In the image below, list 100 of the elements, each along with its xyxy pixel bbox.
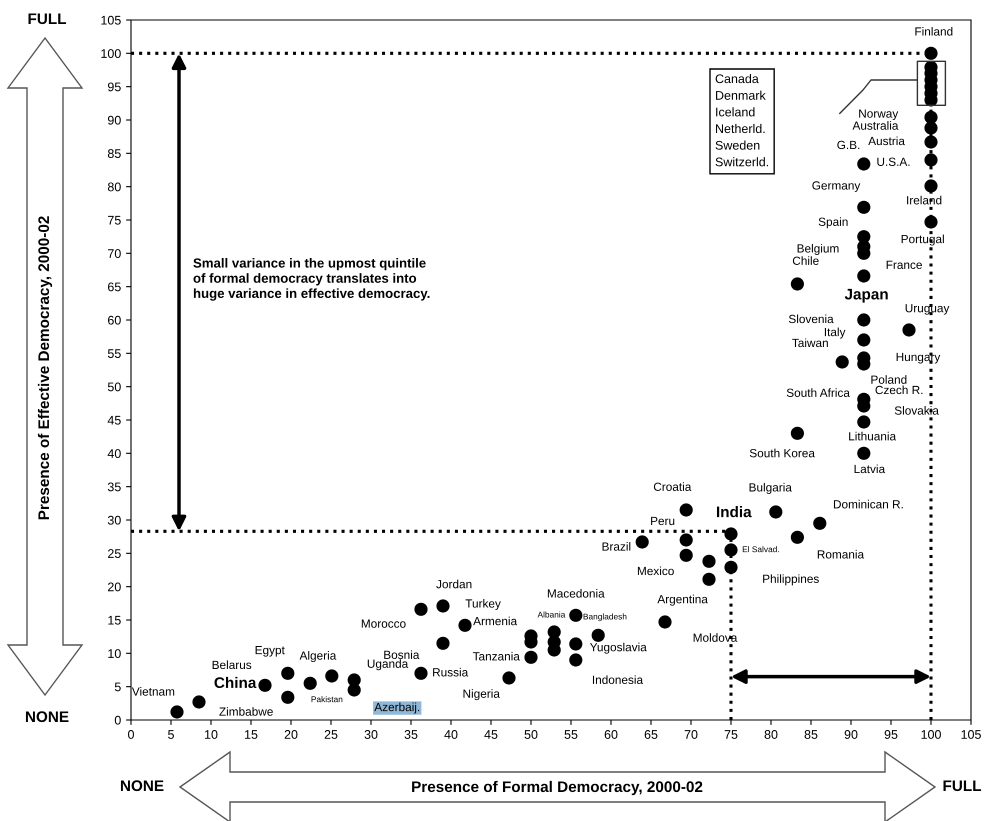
x-tick-label: 75 <box>724 730 738 739</box>
annotation: U.S.A. <box>877 158 910 166</box>
annotation: Russia <box>433 668 468 676</box>
annotation: Lithuania <box>849 432 896 440</box>
annotation: Slovakia <box>894 406 939 415</box>
y-tick-label: 105 <box>101 16 121 25</box>
annotation: G.B. <box>837 140 860 150</box>
x-tick-label: 55 <box>564 730 578 739</box>
y-tick-label: 100 <box>101 49 121 58</box>
text: NONE <box>120 780 164 792</box>
y-tick-label: 90 <box>108 116 121 125</box>
x-tick-label: 60 <box>604 730 618 739</box>
x-tick-label: 100 <box>922 730 941 739</box>
annotation: Philippines <box>763 574 819 586</box>
x-tick-label: 40 <box>444 730 458 739</box>
x-tick-label: 20 <box>284 730 298 739</box>
annotation: Poland <box>871 375 906 384</box>
annotation: Germany <box>812 181 860 192</box>
y-tick-label: 80 <box>108 182 121 192</box>
x-tick-label: 10 <box>205 730 218 739</box>
annotation: Romania <box>818 550 864 559</box>
annotation: Austria <box>868 136 905 146</box>
y-tick-label: 10 <box>108 649 121 658</box>
annotation: Vietnam <box>132 687 174 696</box>
x-tick-label: 105 <box>962 730 981 739</box>
y-tick-label: 35 <box>108 482 121 492</box>
annotation: Finland <box>915 27 952 36</box>
x-tick-label: 80 <box>764 730 778 739</box>
annotation: Peru <box>651 516 674 526</box>
y-tick-label: 45 <box>108 416 121 425</box>
y-tick-label: 95 <box>108 82 121 92</box>
y-tick-label: 60 <box>108 316 121 325</box>
annotation: Uruguay <box>906 304 950 315</box>
annotation: Yugoslavia <box>590 642 647 654</box>
y-tick-label: 30 <box>108 516 121 525</box>
x-axis-title: Presence of Formal Democracy, 2000-02 <box>412 780 702 796</box>
y-tick-label: 50 <box>108 382 121 392</box>
annotation: Tanzania <box>472 652 520 660</box>
annotation: El Salvad. <box>742 546 779 552</box>
annotation: Zimbabwe <box>219 707 273 716</box>
y-tick-label: 15 <box>108 616 121 625</box>
annotation: Turkey <box>466 598 501 610</box>
annotation: Ireland <box>907 196 942 204</box>
annotation: Bosnia <box>384 650 420 659</box>
text: FULL <box>28 13 66 24</box>
x-tick-label: 90 <box>844 730 858 739</box>
annotation: Small variance in the upmost quintile of formal democracy translates into huge variance in effective democracy. <box>193 258 430 301</box>
annotation: South Africa <box>786 388 850 397</box>
annotation: Brazil <box>602 542 630 551</box>
text: NONE <box>26 711 68 722</box>
y-tick-label: 70 <box>108 249 121 258</box>
y-tick-label: 65 <box>108 282 121 292</box>
annotation: Bulgaria <box>750 482 792 494</box>
x-tick-label: 95 <box>884 730 898 739</box>
annotation: South Korea <box>750 448 815 458</box>
annotation: Belarus <box>212 660 252 670</box>
x-tick-label: 35 <box>404 730 418 739</box>
annotation: Italy <box>824 328 846 339</box>
x-tick-label: 50 <box>524 730 538 739</box>
annotation: Norway <box>859 109 898 120</box>
annotation: Azerbaij. <box>374 702 420 714</box>
y-tick-label: 55 <box>108 349 121 358</box>
annotation: China <box>214 676 256 688</box>
annotation: Japan <box>844 288 888 303</box>
annotation: Nigeria <box>463 689 500 700</box>
annotation: Jordan <box>436 580 472 588</box>
annotation: Uganda <box>368 659 408 670</box>
annotation: Indonesia <box>592 675 644 684</box>
text: FULL <box>944 780 982 792</box>
annotation: Argentina <box>657 594 708 606</box>
annotation: Canada Denmark Iceland Netherld. Sweden Switzerld. <box>716 74 768 166</box>
x-tick-label: 45 <box>484 730 498 739</box>
annotation: Dominican R. <box>834 500 903 508</box>
annotation: Bangladesh <box>584 613 626 622</box>
annotation: Portugal <box>902 234 944 246</box>
x-tick-label: 30 <box>364 730 378 739</box>
y-tick-label: 85 <box>108 149 121 158</box>
annotation: Spain <box>818 217 848 228</box>
y-tick-label: 0 <box>114 716 121 725</box>
x-tick-label: 15 <box>245 730 258 739</box>
annotation: Hungary <box>896 352 940 364</box>
annotation: Mexico <box>638 566 674 576</box>
annotation: Armenia <box>473 616 518 626</box>
annotation: Algeria <box>300 651 336 662</box>
annotation: Slovenia <box>788 314 834 324</box>
y-tick-label: 20 <box>108 582 121 592</box>
annotation: Belgium <box>798 244 839 255</box>
annotation: Egypt <box>256 646 285 657</box>
y-axis-title: Presence of Effective Democracy, 2000-02 <box>38 216 52 520</box>
annotation: Taiwan <box>792 338 828 348</box>
annotation: Morocco <box>362 620 406 628</box>
annotation: Chile <box>792 256 819 265</box>
annotation: Czech R. <box>876 385 922 394</box>
annotation: Macedonia <box>548 588 605 598</box>
x-tick-label: 70 <box>684 730 698 739</box>
annotation: Croatia <box>654 482 692 491</box>
y-tick-label: 75 <box>108 216 121 225</box>
x-tick-label: 0 <box>128 730 134 739</box>
annotation: Australia <box>852 121 898 130</box>
y-tick-label: 40 <box>108 449 121 458</box>
